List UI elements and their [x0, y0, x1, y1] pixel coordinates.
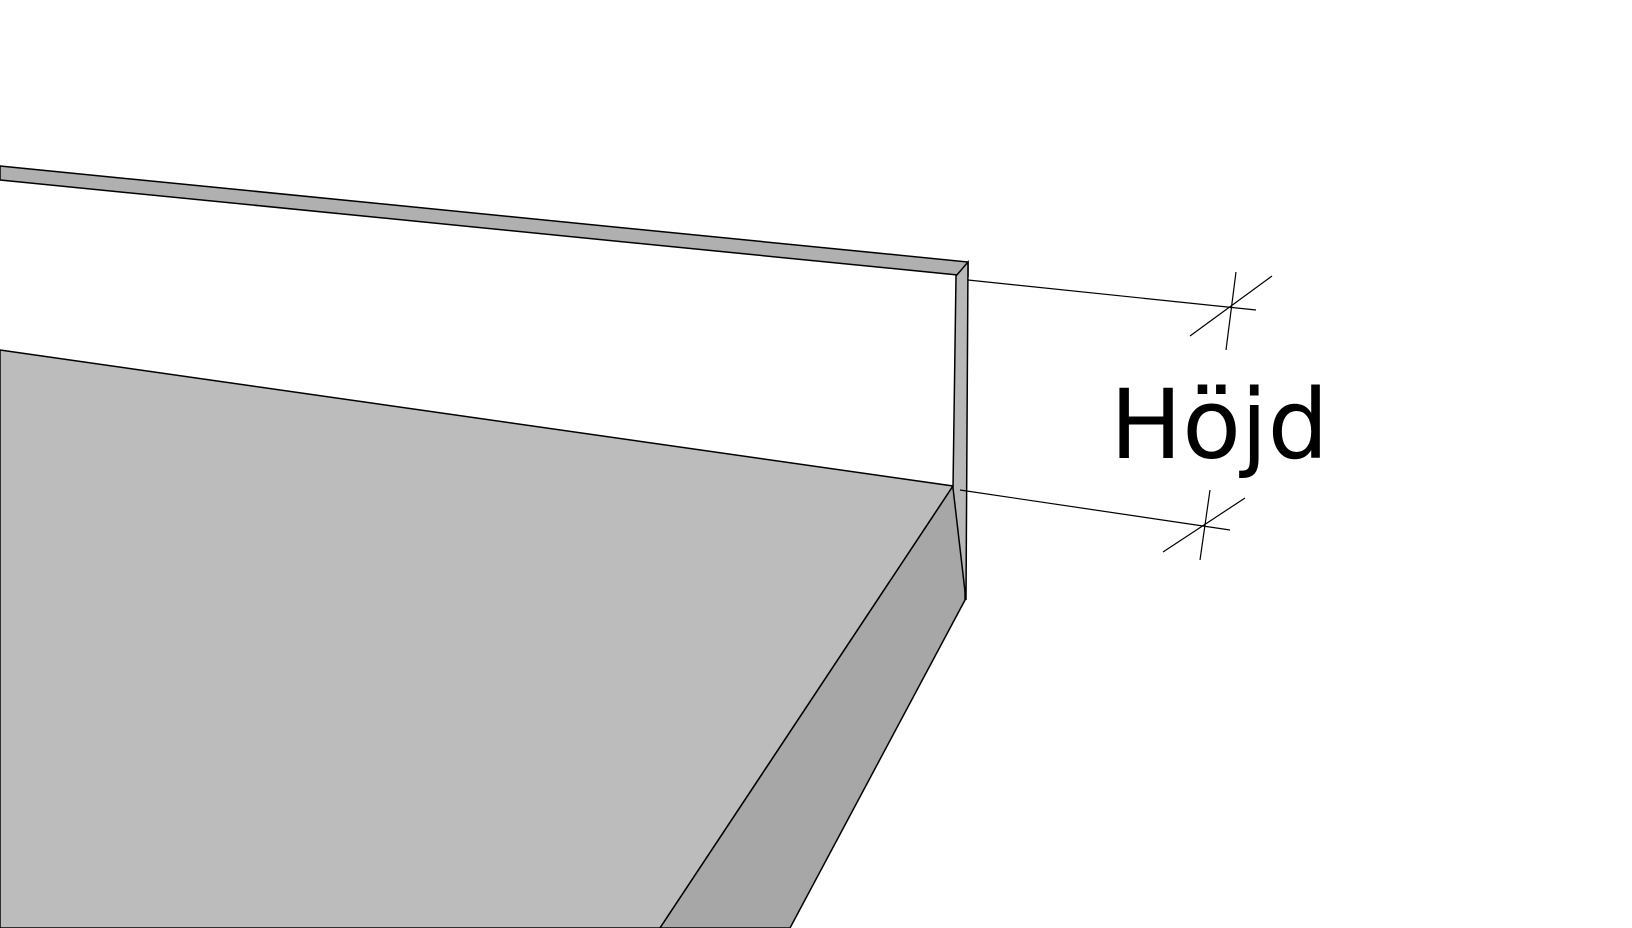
- dimension-label: Höjd: [1110, 369, 1329, 481]
- dimension-tick-top-b: [1225, 271, 1237, 351]
- countertop-surface: [0, 349, 955, 928]
- dimension-extension-bottom: [959, 489, 1231, 531]
- upstand-end-face: [952, 259, 969, 601]
- dimension-tick-top-a: [1189, 275, 1273, 337]
- dimension-tick-bottom-a: [1162, 497, 1246, 553]
- upstand-top-strip: [0, 165, 969, 277]
- dimension-tick-bottom-b: [1199, 489, 1211, 561]
- dimension-extension-top: [967, 279, 1257, 311]
